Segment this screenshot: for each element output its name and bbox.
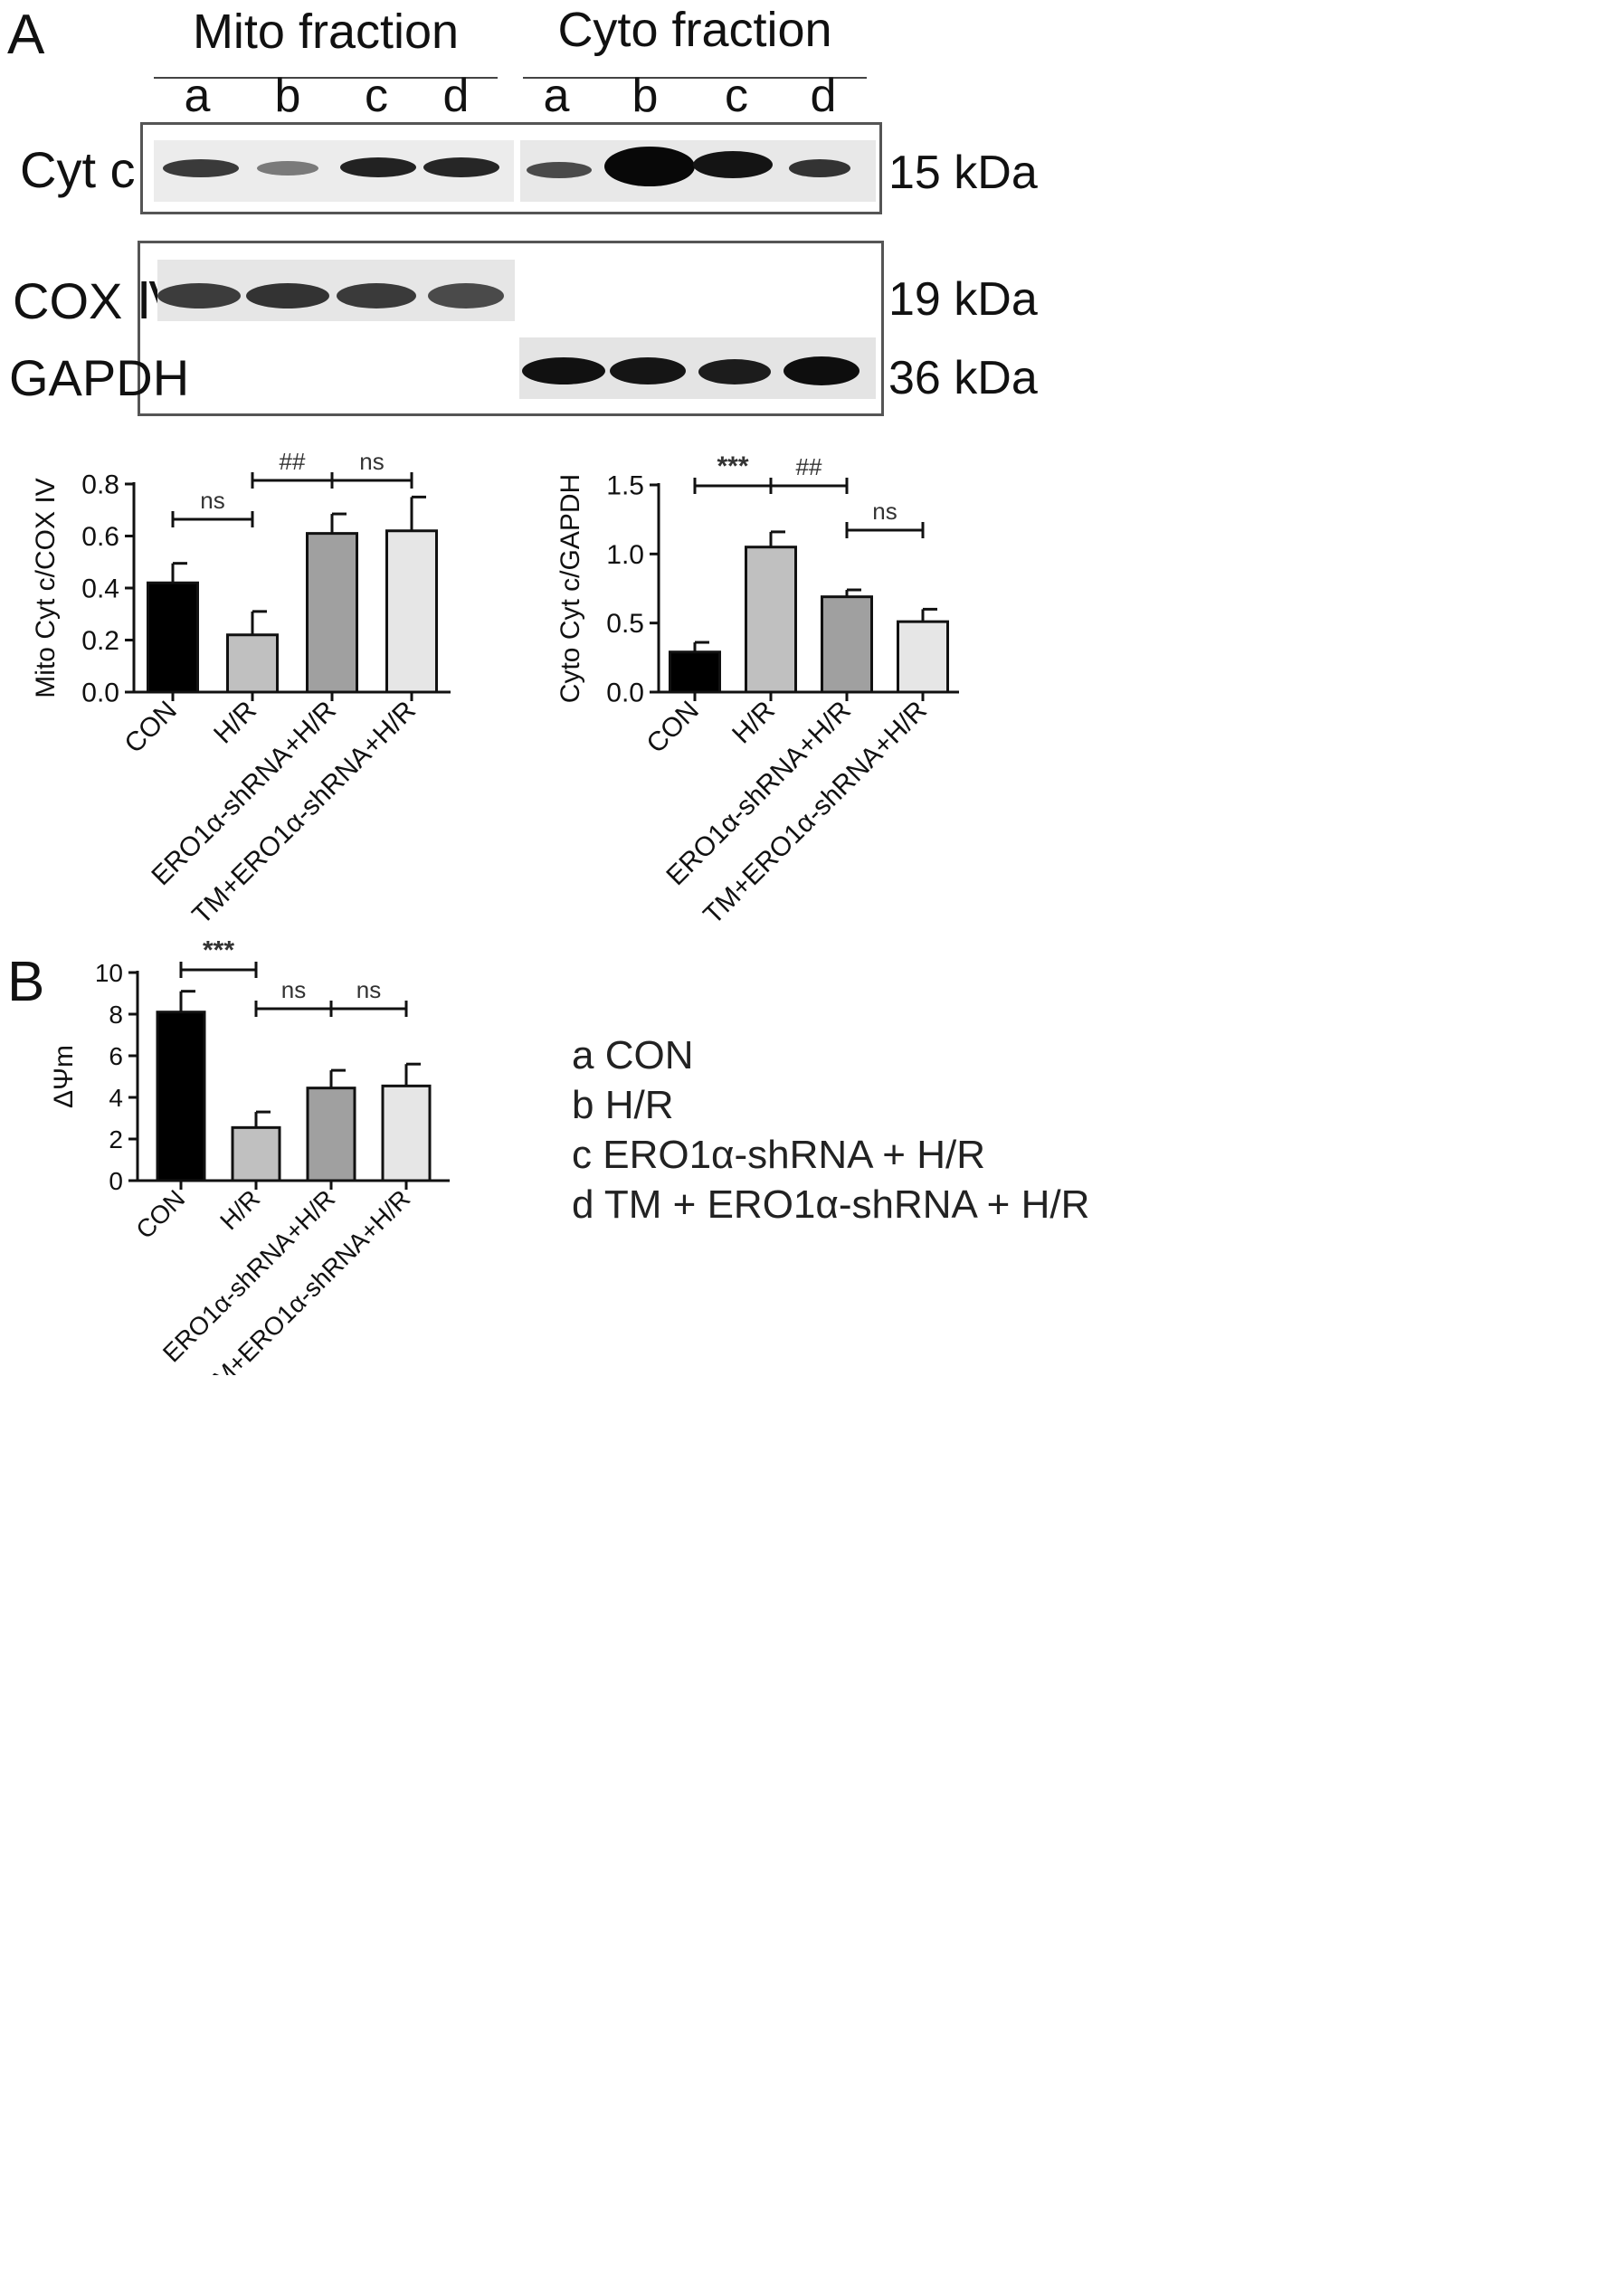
kda-label-gapdh: 36 kDa bbox=[888, 352, 1038, 404]
cytc-blot-image bbox=[154, 140, 876, 202]
bar-2 bbox=[231, 1125, 281, 1182]
band-cytc-mito-b bbox=[257, 161, 318, 176]
y-tick-label: 4 bbox=[109, 1084, 123, 1112]
legend-item-c: c ERO1α-shRNA + H/R bbox=[572, 1133, 985, 1177]
x-tick-label: CON bbox=[119, 696, 182, 759]
y-tick-label: 0.0 bbox=[606, 679, 644, 708]
legend-item-a: a CON bbox=[572, 1033, 694, 1077]
y-axis-label: ΔΨm bbox=[49, 1045, 79, 1108]
significance-label: *** bbox=[717, 451, 748, 481]
lane-label-cyto-c: c bbox=[725, 70, 748, 122]
bar-4 bbox=[897, 620, 949, 694]
band-cytc-cyto-a bbox=[527, 162, 592, 178]
band-gapdh-a bbox=[522, 357, 605, 384]
bar-4 bbox=[381, 1084, 432, 1182]
band-gapdh-b bbox=[610, 357, 686, 384]
y-tick-label: 1.0 bbox=[606, 540, 644, 570]
significance-label: *** bbox=[203, 941, 234, 965]
panel-label-b: B bbox=[7, 951, 45, 1013]
panel-label-a: A bbox=[7, 4, 45, 66]
y-tick-label: 2 bbox=[109, 1125, 123, 1153]
x-tick-label: CON bbox=[641, 696, 704, 759]
bar-4 bbox=[385, 529, 438, 694]
x-tick-label: H/R bbox=[208, 696, 262, 750]
row-label-cytc: Cyt c bbox=[20, 141, 136, 198]
bar-2 bbox=[226, 633, 279, 694]
y-axis-label: Mito Cyt c/COX IV bbox=[31, 478, 61, 698]
significance-label: ns bbox=[359, 448, 384, 475]
y-tick-label: 0.2 bbox=[81, 626, 119, 656]
band-cox4-d bbox=[428, 283, 504, 308]
y-tick-label: 1.5 bbox=[606, 471, 644, 501]
mito-fraction-title: Mito fraction bbox=[192, 5, 460, 59]
y-tick-label: 0.4 bbox=[81, 574, 119, 604]
band-gapdh-d bbox=[784, 356, 859, 385]
x-tick-label: H/R bbox=[727, 696, 781, 750]
y-tick-label: 10 bbox=[95, 959, 123, 987]
bar-1 bbox=[156, 1011, 206, 1182]
band-cytc-mito-c bbox=[340, 157, 416, 177]
y-tick-label: 6 bbox=[109, 1042, 123, 1070]
y-axis-label: Cyto Cyt c/GAPDH bbox=[556, 474, 585, 703]
bar-3 bbox=[306, 1087, 356, 1182]
band-cox4-a bbox=[157, 283, 241, 308]
bar-1 bbox=[147, 581, 199, 694]
x-tick-label: CON bbox=[130, 1184, 190, 1244]
band-cytc-cyto-b bbox=[604, 147, 695, 186]
band-cytc-mito-d bbox=[423, 157, 499, 177]
bar-2 bbox=[745, 546, 797, 694]
y-tick-label: 0.8 bbox=[81, 470, 119, 500]
significance-label: ns bbox=[356, 976, 381, 1003]
bar-3 bbox=[821, 595, 873, 694]
row-label-gapdh: GAPDH bbox=[9, 349, 190, 406]
significance-label: ## bbox=[280, 448, 306, 475]
lane-label-mito-c: c bbox=[365, 70, 388, 122]
significance-label: ns bbox=[872, 498, 897, 525]
lane-label-mito-b: b bbox=[274, 70, 301, 122]
significance-label: ## bbox=[796, 453, 822, 480]
significance-label: ns bbox=[281, 976, 306, 1003]
lane-label-cyto-a: a bbox=[543, 70, 570, 122]
mito-fraction-rule bbox=[154, 77, 498, 79]
y-tick-label: 0.5 bbox=[606, 609, 644, 639]
kda-label-cox4: 19 kDa bbox=[888, 273, 1038, 326]
kda-label-cytc: 15 kDa bbox=[888, 147, 1038, 199]
legend-item-b: b H/R bbox=[572, 1083, 674, 1127]
x-tick-label: H/R bbox=[214, 1184, 265, 1235]
cyto-fraction-title: Cyto fraction bbox=[557, 3, 832, 57]
band-cytc-mito-a bbox=[163, 159, 239, 177]
y-tick-label: 8 bbox=[109, 1001, 123, 1029]
band-cox4-c bbox=[337, 283, 416, 308]
lane-label-mito-a: a bbox=[184, 70, 211, 122]
lane-label-mito-d: d bbox=[442, 70, 470, 122]
bar-1 bbox=[669, 650, 721, 694]
band-gapdh-c bbox=[698, 359, 771, 384]
band-cox4-b bbox=[246, 283, 329, 308]
bar-3 bbox=[306, 532, 358, 694]
y-tick-label: 0.6 bbox=[81, 522, 119, 552]
band-cytc-cyto-d bbox=[789, 159, 850, 177]
cyto-fraction-rule bbox=[523, 77, 867, 79]
band-cytc-cyto-c bbox=[693, 151, 773, 178]
y-tick-label: 0 bbox=[109, 1167, 123, 1195]
lane-label-cyto-d: d bbox=[810, 70, 837, 122]
significance-label: ns bbox=[200, 487, 224, 514]
cox-gapdh-blot-image bbox=[157, 260, 876, 399]
lane-label-cyto-b: b bbox=[632, 70, 659, 122]
y-tick-label: 0.0 bbox=[81, 679, 119, 708]
row-label-cox4: COX Ⅳ bbox=[13, 272, 184, 329]
legend-item-d: d TM + ERO1α-shRNA + H/R bbox=[572, 1182, 1090, 1227]
